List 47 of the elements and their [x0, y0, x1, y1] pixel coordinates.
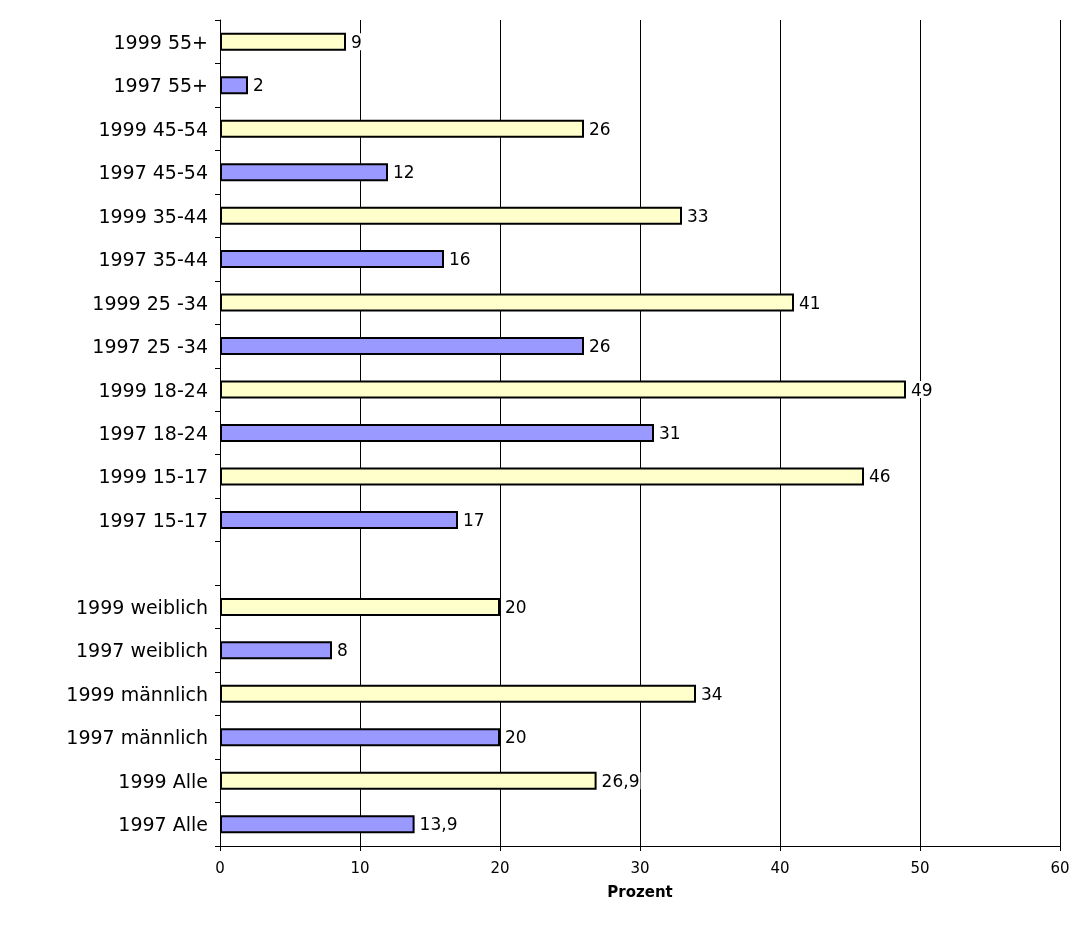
data-label: 8 [337, 640, 348, 661]
x-tick-label: 20 [490, 858, 510, 877]
data-label: 31 [659, 423, 681, 443]
data-label: 26 [589, 336, 611, 357]
y-tick-label: 1997 35-44 [98, 248, 208, 271]
x-axis-title: Prozent [607, 882, 673, 901]
data-label: 49 [911, 379, 933, 400]
x-tick-label: 60 [1050, 858, 1070, 877]
y-tick-label: 1997 55+ [113, 74, 208, 97]
data-label: 12 [393, 162, 415, 183]
y-tick-label: 1997 männlich [66, 726, 208, 749]
y-tick-label: 1999 55+ [113, 30, 208, 53]
x-tick-label: 30 [630, 858, 650, 877]
y-tick-label: 1997 15-17 [98, 508, 208, 531]
bar [220, 76, 248, 95]
bar [220, 641, 332, 660]
data-label: 2 [253, 75, 264, 96]
x-tick-label: 40 [770, 858, 790, 877]
data-label: 41 [799, 292, 821, 313]
y-tick-label: 1999 25 -34 [92, 291, 208, 314]
y-tick-label: 1997 25 -34 [92, 335, 208, 358]
data-label: 46 [869, 466, 891, 487]
x-tick-label: 0 [215, 858, 225, 877]
y-tick-label: 1999 35-44 [98, 204, 208, 227]
bar [220, 32, 346, 51]
y-tick-label: 1997 weiblich [75, 639, 208, 662]
y-tick-label: 1997 45-54 [98, 161, 208, 184]
data-label: 34 [701, 683, 723, 704]
data-label: 17 [463, 509, 485, 530]
data-label: 13,9 [419, 814, 458, 835]
y-tick-label: 1997 Alle [118, 813, 208, 836]
y-tick-label: 1999 45-54 [98, 117, 208, 140]
y-tick-label: 1999 18-24 [98, 378, 208, 401]
y-tick-label: 1999 weiblich [75, 595, 208, 618]
y-tick-label: 1997 18-24 [98, 422, 208, 444]
y-tick-label: 1999 Alle [118, 769, 208, 792]
data-label: 9 [351, 31, 362, 52]
y-tick-label: 1999 15-17 [98, 465, 208, 488]
data-label: 16 [449, 249, 471, 270]
data-label: 33 [687, 205, 709, 226]
x-tick-label: 50 [910, 858, 930, 877]
y-tick-label: 1999 männlich [66, 682, 208, 705]
data-label: 26,9 [601, 770, 640, 791]
data-label: 20 [505, 727, 527, 748]
data-label: 26 [589, 118, 611, 139]
x-tick-label: 10 [350, 858, 370, 877]
data-label: 20 [505, 596, 527, 617]
